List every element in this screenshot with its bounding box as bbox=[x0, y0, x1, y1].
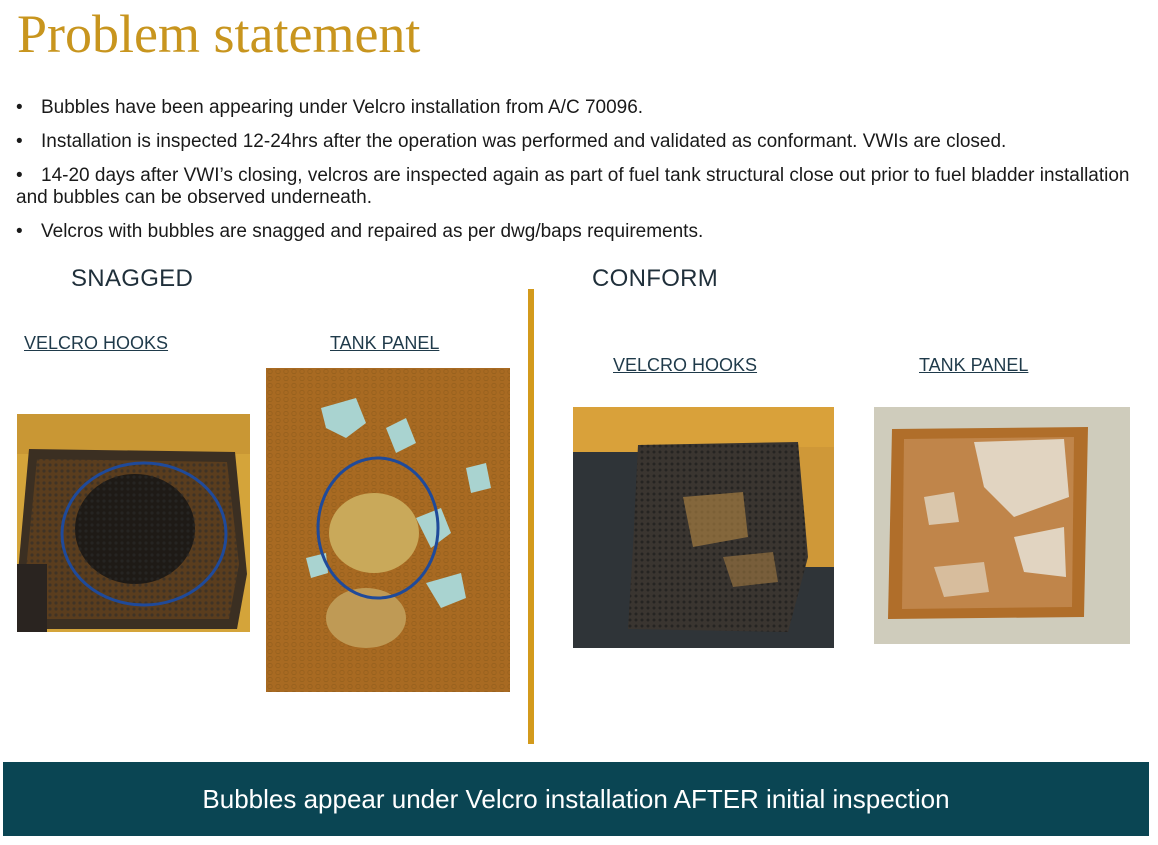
snagged-velcro-hooks-label: VELCRO HOOKS bbox=[24, 333, 169, 353]
bullet-dot: • bbox=[16, 165, 23, 186]
page-title: Problem statement bbox=[17, 4, 421, 64]
bullet-dot: • bbox=[16, 131, 23, 152]
conform-velcro-hooks-label: VELCRO HOOKS bbox=[613, 355, 758, 375]
section-divider bbox=[528, 289, 534, 744]
summary-banner: Bubbles appear under Velcro installation… bbox=[3, 762, 1149, 836]
bullet-dot: • bbox=[16, 221, 23, 242]
conform-velcro-hooks-photo bbox=[573, 407, 834, 648]
bullet-item: • Bubbles have been appearing under Velcr… bbox=[16, 97, 644, 118]
snagged-velcro-hooks-photo bbox=[17, 414, 250, 632]
conform-tank-panel-photo bbox=[874, 407, 1130, 644]
bullet-item: • 14-20 days after VWI’s closing, velcros… bbox=[16, 165, 1130, 208]
conform-heading: CONFORM bbox=[592, 265, 719, 292]
bullet-item: • Installation is inspected 12-24hrs afte… bbox=[16, 131, 1007, 152]
snagged-tank-panel-photo bbox=[266, 368, 510, 692]
bullet-list: • Bubbles have been appearing under Velcr… bbox=[16, 97, 1136, 255]
conform-tank-panel-label: TANK PANEL bbox=[919, 355, 1029, 375]
bullet-dot: • bbox=[16, 97, 23, 118]
summary-banner-text: Bubbles appear under Velcro installation… bbox=[202, 783, 950, 814]
snagged-tank-panel-label: TANK PANEL bbox=[330, 333, 440, 353]
bullet-item: • Velcros with bubbles are snagged and re… bbox=[16, 221, 704, 242]
snagged-heading: SNAGGED bbox=[71, 265, 194, 292]
